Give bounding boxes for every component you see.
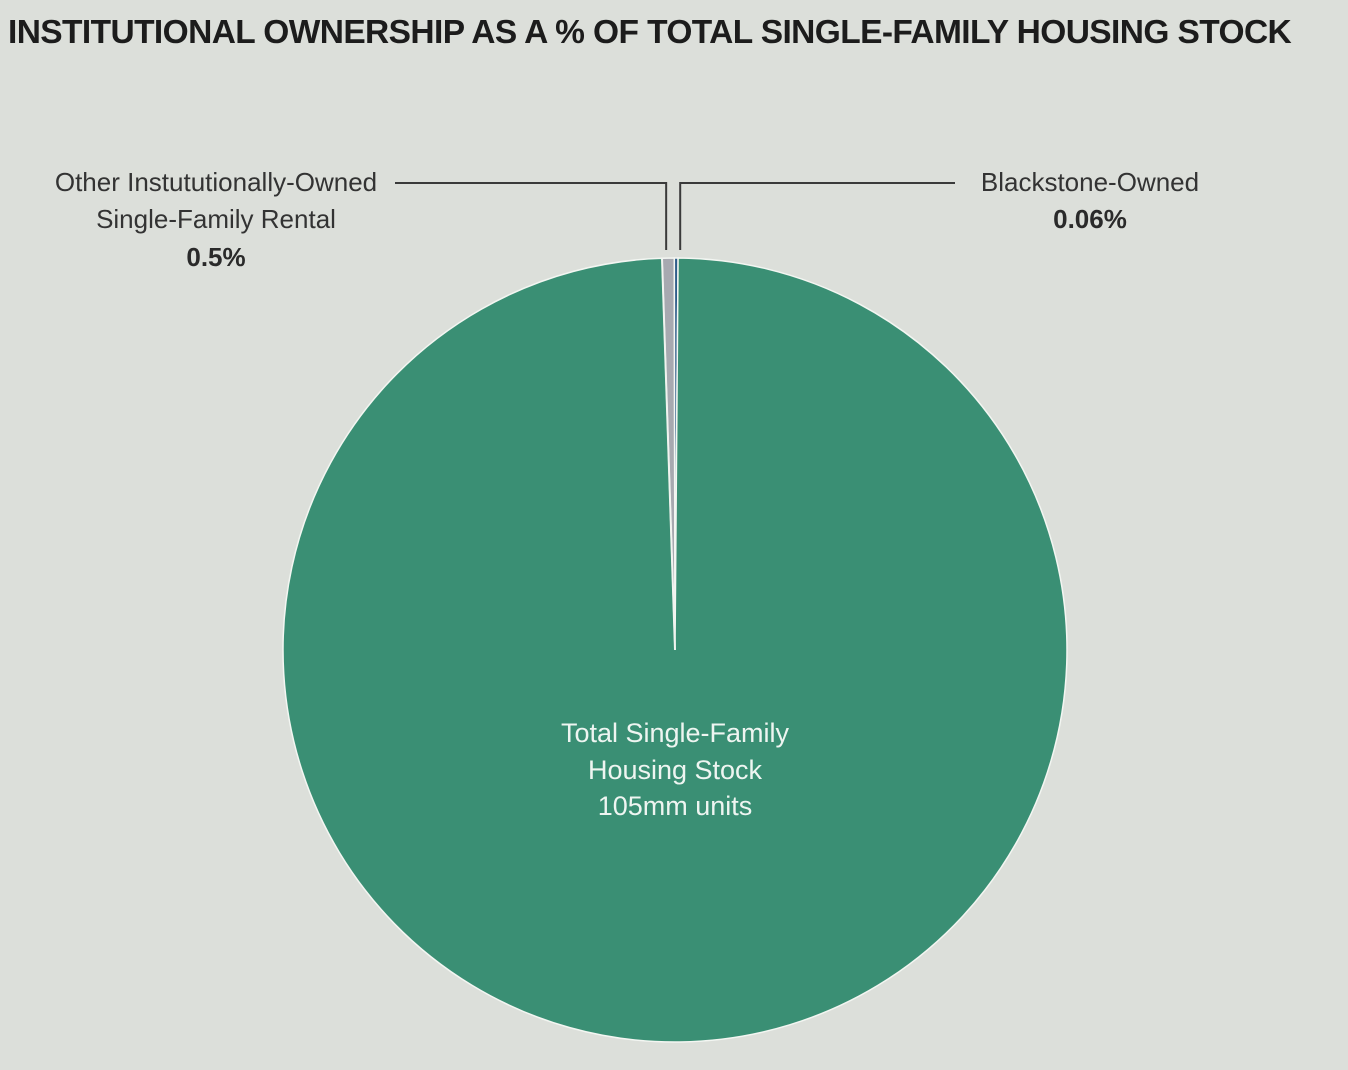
label-total-line-1: Total Single-Family <box>561 718 790 748</box>
pie-slices <box>282 257 1068 1043</box>
label-other-line-2: Single-Family Rental <box>96 204 336 234</box>
slice-seam <box>661 258 676 651</box>
label-blackstone-value: 0.06% <box>1053 204 1127 234</box>
leader-line-other <box>395 182 668 250</box>
label-other-line-1: Other Instututionally-Owned <box>55 167 377 197</box>
label-blackstone-line-1: Blackstone-Owned <box>981 167 1199 197</box>
chart-title: INSTITUTIONAL OWNERSHIP AS A % OF TOTAL … <box>8 14 1292 51</box>
leader-line-blackstone <box>679 182 955 250</box>
label-total-line-2: Housing Stock <box>588 755 763 785</box>
label-other-value: 0.5% <box>186 242 245 272</box>
label-total-line-3: 105mm units <box>598 791 753 821</box>
